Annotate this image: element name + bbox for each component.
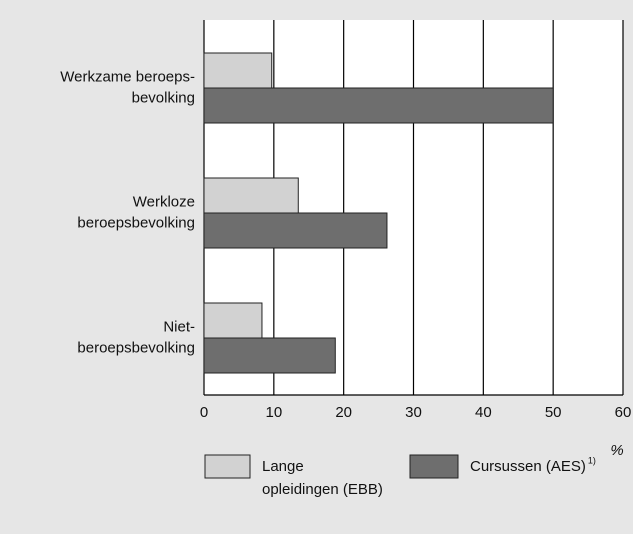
y-tick-label: bevolking xyxy=(132,89,195,106)
legend-swatch xyxy=(409,454,459,479)
x-tick-label: 10 xyxy=(265,404,282,421)
x-tick-label: 20 xyxy=(335,404,352,421)
legend-label: Lange opleidingen (EBB) xyxy=(262,458,383,498)
legend-line: opleidingen (EBB) xyxy=(262,481,383,498)
y-tick-label: beroepsbevolking xyxy=(77,214,195,231)
y-tick-label: beroepsbevolking xyxy=(77,339,195,356)
legend-label: Cursussen (AES) xyxy=(470,458,586,475)
bar xyxy=(203,337,336,374)
y-tick-label: Werkzame beroeps- xyxy=(60,68,195,85)
bar xyxy=(203,87,554,124)
x-tick-label: 30 xyxy=(405,404,422,421)
x-tick-label: 50 xyxy=(545,404,562,421)
bar xyxy=(203,302,263,339)
bar xyxy=(203,52,273,89)
x-tick-label: 0 xyxy=(200,404,208,421)
x-tick-label: 60 xyxy=(615,404,632,421)
x-axis-label: % xyxy=(610,442,623,459)
y-tick-label: Niet- xyxy=(163,318,195,335)
legend-note: 1) xyxy=(588,455,596,465)
legend-line: Lange xyxy=(262,458,308,475)
bar xyxy=(203,212,388,249)
x-tick-label: 40 xyxy=(475,404,492,421)
bar xyxy=(203,177,299,214)
y-tick-label: Werkloze xyxy=(133,193,195,210)
legend-swatch xyxy=(204,454,251,479)
